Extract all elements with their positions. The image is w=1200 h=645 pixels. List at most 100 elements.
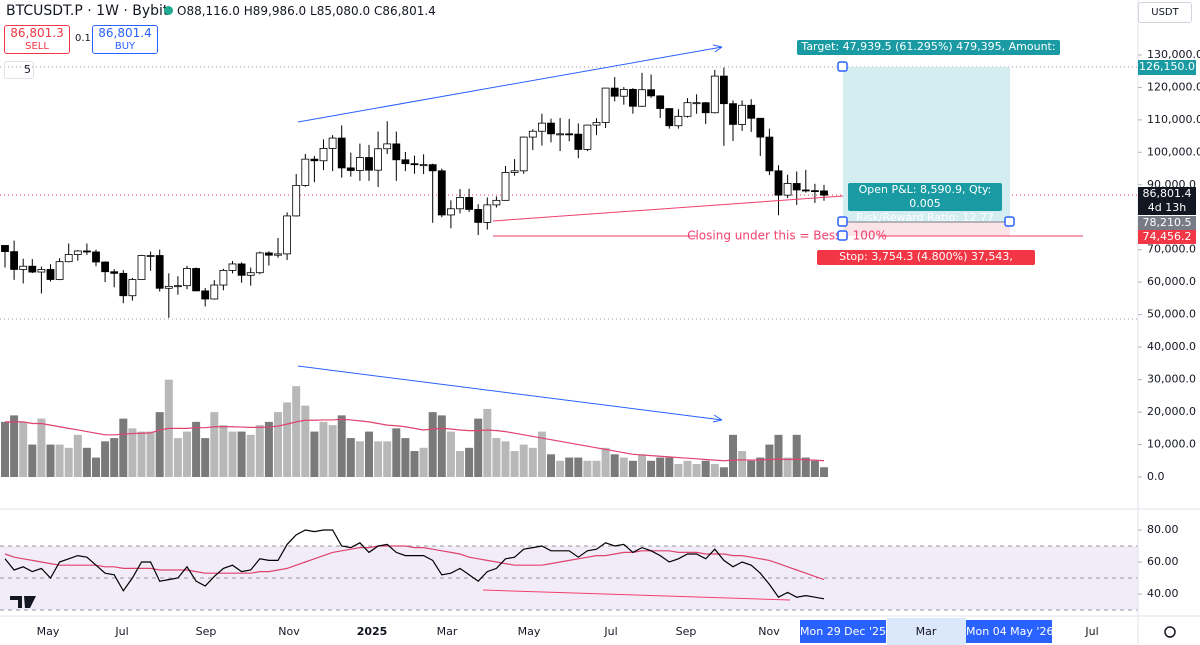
y-tick-label: 80.00 xyxy=(1147,523,1179,536)
volume-bar xyxy=(592,460,601,477)
candle-body xyxy=(528,130,537,138)
candle-body xyxy=(365,157,373,171)
settings-icon[interactable] xyxy=(1164,626,1176,638)
stop-note: Closing under this = Bessa 100% xyxy=(687,229,887,243)
candle-body xyxy=(729,103,737,125)
candle-body xyxy=(492,199,501,206)
x-tick-label: May xyxy=(517,625,541,638)
candle-body xyxy=(437,170,446,216)
buy-price: 86,801.4 xyxy=(98,26,152,40)
handle[interactable] xyxy=(1004,216,1015,227)
volume-bar xyxy=(574,457,583,477)
indicators-toggle[interactable]: 5 xyxy=(4,61,34,79)
y-tick-label: 20,000.0 xyxy=(1147,405,1196,418)
volume-bar xyxy=(820,467,828,477)
y-tick-label: 100,000.0 xyxy=(1147,145,1200,158)
candle-body xyxy=(173,285,182,288)
candle-body xyxy=(765,136,774,172)
volume-bar xyxy=(119,418,128,477)
candle-body xyxy=(747,104,756,119)
candle-body xyxy=(456,197,464,210)
x-tick-label: Nov xyxy=(758,625,780,638)
candle-body xyxy=(501,172,510,201)
candle-body xyxy=(37,269,46,273)
y-tick-label: 130,000.0 xyxy=(1147,48,1200,61)
volume-bar xyxy=(729,434,737,477)
candle-body xyxy=(319,148,328,162)
candle-body xyxy=(310,158,319,162)
buy-label: BUY xyxy=(114,41,136,52)
volume-bar xyxy=(374,441,383,477)
candle-body xyxy=(720,75,728,105)
candle-body xyxy=(246,272,255,276)
volume-bar xyxy=(355,441,364,477)
volume-bar xyxy=(647,460,656,477)
candle-body xyxy=(19,265,28,270)
volume-bar xyxy=(46,444,55,477)
candle-body xyxy=(83,250,91,253)
volume-bar xyxy=(255,425,264,477)
volume-bar xyxy=(528,447,537,477)
rsi-ma xyxy=(4,545,825,581)
sell-button[interactable]: 86,801.3 SELL xyxy=(4,25,70,54)
currency-button[interactable]: USDT xyxy=(1138,2,1192,23)
close: C86,801.4 xyxy=(373,4,436,18)
target-price-tag: 126,150.0 xyxy=(1138,60,1196,75)
candle-body xyxy=(46,269,55,280)
arrow-head xyxy=(712,44,723,53)
rsi-trend-line xyxy=(482,589,791,601)
volume-bar xyxy=(446,431,455,477)
volume-bar xyxy=(665,457,674,477)
candle-body xyxy=(301,158,310,186)
volume-bar xyxy=(638,454,646,477)
x-tick-label: 2025 xyxy=(356,625,388,638)
y-tick-label: 60.00 xyxy=(1147,555,1179,568)
volume-bar xyxy=(365,431,373,477)
candle-body xyxy=(264,252,273,256)
volume-bar xyxy=(73,434,82,477)
volume-bar xyxy=(383,441,392,477)
candle-body xyxy=(64,254,73,263)
trend-line xyxy=(297,365,723,421)
target-label: Target: 47,939.5 (61.295%) 479,395, Amou… xyxy=(797,40,1060,67)
volume-bar xyxy=(610,454,619,477)
volume-bar xyxy=(246,434,255,477)
date-range xyxy=(887,618,966,645)
volume-bar xyxy=(465,447,474,477)
volume-bar xyxy=(183,431,191,477)
volume-bar xyxy=(110,438,119,477)
y-tick-label: 40.00 xyxy=(1147,587,1179,600)
volume-bar xyxy=(55,444,64,477)
volume-bar xyxy=(456,451,464,477)
buy-button[interactable]: 86,801.4 BUY xyxy=(92,25,158,54)
volume-bar xyxy=(719,467,728,477)
volume-bar xyxy=(310,431,319,477)
handle[interactable] xyxy=(837,61,848,72)
candle-body xyxy=(538,122,546,132)
volume-bar xyxy=(537,431,546,477)
volume-bar xyxy=(210,412,219,477)
handle[interactable] xyxy=(837,216,848,227)
handle[interactable] xyxy=(837,230,848,241)
candle-body xyxy=(292,185,301,217)
indicators-count: 5 xyxy=(24,63,31,76)
x-tick-label: May xyxy=(36,625,60,638)
low: L85,080.0 xyxy=(310,4,371,18)
volume-bar xyxy=(328,425,337,477)
x-tick-label: Sep xyxy=(195,625,217,638)
candle-body xyxy=(610,87,619,97)
candle-body xyxy=(756,117,765,138)
candle-body xyxy=(73,250,82,255)
high: H89,986.0 xyxy=(243,4,307,18)
candle-body xyxy=(210,284,219,300)
volume-bar xyxy=(701,460,710,477)
countdown: 4d 13h xyxy=(1147,201,1187,214)
crosshair-date: Mon 04 May '26 xyxy=(966,620,1053,643)
status-dot xyxy=(164,6,173,15)
volume-bar xyxy=(10,415,19,477)
volume-bar xyxy=(738,451,747,477)
stop-price-tag: 74,456.2 xyxy=(1138,230,1196,244)
volume-bar xyxy=(656,457,665,477)
volume-bar xyxy=(264,421,273,477)
